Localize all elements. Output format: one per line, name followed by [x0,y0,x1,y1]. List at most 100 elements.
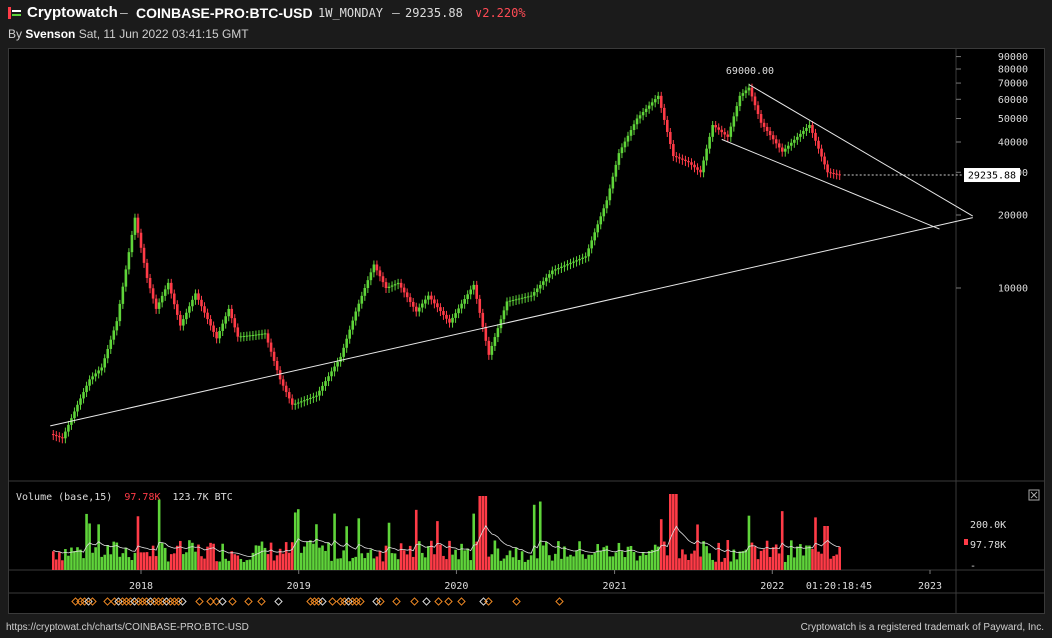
candle-body [97,370,100,374]
candle-body [551,270,554,275]
volume-bar [762,549,766,570]
volume-bar [206,546,209,570]
candle-body [578,258,581,261]
candle-body [442,311,445,315]
volume-bar [345,526,348,570]
candle-body [163,289,167,296]
trendline[interactable] [748,84,974,217]
volume-bar [390,553,394,570]
event-marker[interactable] [244,597,253,606]
volume-bar [94,547,97,570]
event-marker[interactable] [356,597,365,606]
candle-body [563,265,566,267]
candle-body [224,316,227,324]
event-marker[interactable] [328,597,337,606]
event-marker[interactable] [206,597,215,606]
volume-bar [109,554,113,570]
close-panel-button[interactable] [1028,489,1040,501]
trademark-notice: Cryptowatch is a registered trademark of… [800,622,1044,633]
event-marker[interactable] [512,597,521,606]
event-marker[interactable] [444,597,453,606]
volume-bar [669,494,672,570]
author-name[interactable]: Svenson [25,27,76,41]
event-marker[interactable] [218,597,227,606]
volume-bar [463,550,466,570]
event-marker[interactable] [392,597,401,606]
event-marker[interactable] [88,597,97,606]
candle-body [309,397,312,400]
candle-body [91,376,94,380]
candle-body [112,330,116,340]
candle-body [520,297,524,299]
event-marker[interactable] [228,597,237,606]
event-marker[interactable] [195,597,204,606]
event-marker[interactable] [434,597,443,606]
candle-body [106,348,110,359]
chart-frame [8,48,1045,614]
price-tick-label: 20000 [998,211,1028,222]
trendlines [50,84,974,427]
event-marker[interactable] [71,597,80,606]
candle-body [508,300,512,302]
event-marker[interactable] [376,597,385,606]
candle-body [76,404,79,412]
candle-body [51,434,55,436]
volume-bar [647,551,651,570]
candle-body [617,153,621,165]
volume-bar [768,556,772,570]
volume-bar [266,554,270,570]
volume-bar [88,523,91,570]
volume-bar [100,556,103,570]
trendline[interactable] [721,138,940,230]
event-marker[interactable] [410,597,419,606]
candle-body [417,307,421,312]
candle-body [248,335,252,337]
volume-bar [224,558,227,570]
event-marker[interactable] [103,597,112,606]
candle-body [212,325,215,332]
event-markers[interactable] [71,597,564,606]
volume-bar [569,554,572,570]
candle-body [175,304,179,315]
trendline[interactable] [50,217,973,427]
volume-bar [67,555,70,570]
brand-name[interactable]: Cryptowatch [27,4,118,21]
event-marker[interactable] [484,597,493,606]
candle-body [532,292,536,296]
volume-bar [58,552,61,570]
volume-bar [517,559,521,570]
volume-bar [300,552,303,570]
event-marker[interactable] [318,597,327,606]
candle-body [693,164,696,168]
volume-bar [169,554,173,570]
candle-body [399,282,403,288]
candle-body [835,173,838,175]
event-marker[interactable] [479,597,488,606]
volume-bar [581,554,584,570]
volume-bar [532,504,536,570]
volume-bar [835,554,838,570]
volume-bar [817,551,820,570]
byline-prefix: By [8,27,23,41]
candle-body [206,312,209,320]
candle-body [354,311,358,321]
event-marker[interactable] [212,597,221,606]
candle-body [487,340,491,355]
candle-body [324,381,327,386]
candle-body [475,284,479,299]
event-marker[interactable] [555,597,564,606]
event-marker[interactable] [274,597,283,606]
event-marker[interactable] [178,597,187,606]
price-chart[interactable]: 9000080000700006000050000400003000020000… [8,48,1045,614]
candle-body [200,299,203,307]
market-pair: COINBASE-PRO:BTC-USD [136,5,313,21]
volume-bar [684,554,687,570]
candle-body [436,303,439,308]
event-marker[interactable] [457,597,466,606]
volume-bar [420,552,424,570]
event-marker[interactable] [422,597,431,606]
candle-body [169,282,173,294]
volume-marker [964,539,968,545]
event-marker[interactable] [257,597,266,606]
chart-url[interactable]: https://cryptowat.ch/charts/COINBASE-PRO… [6,622,249,633]
